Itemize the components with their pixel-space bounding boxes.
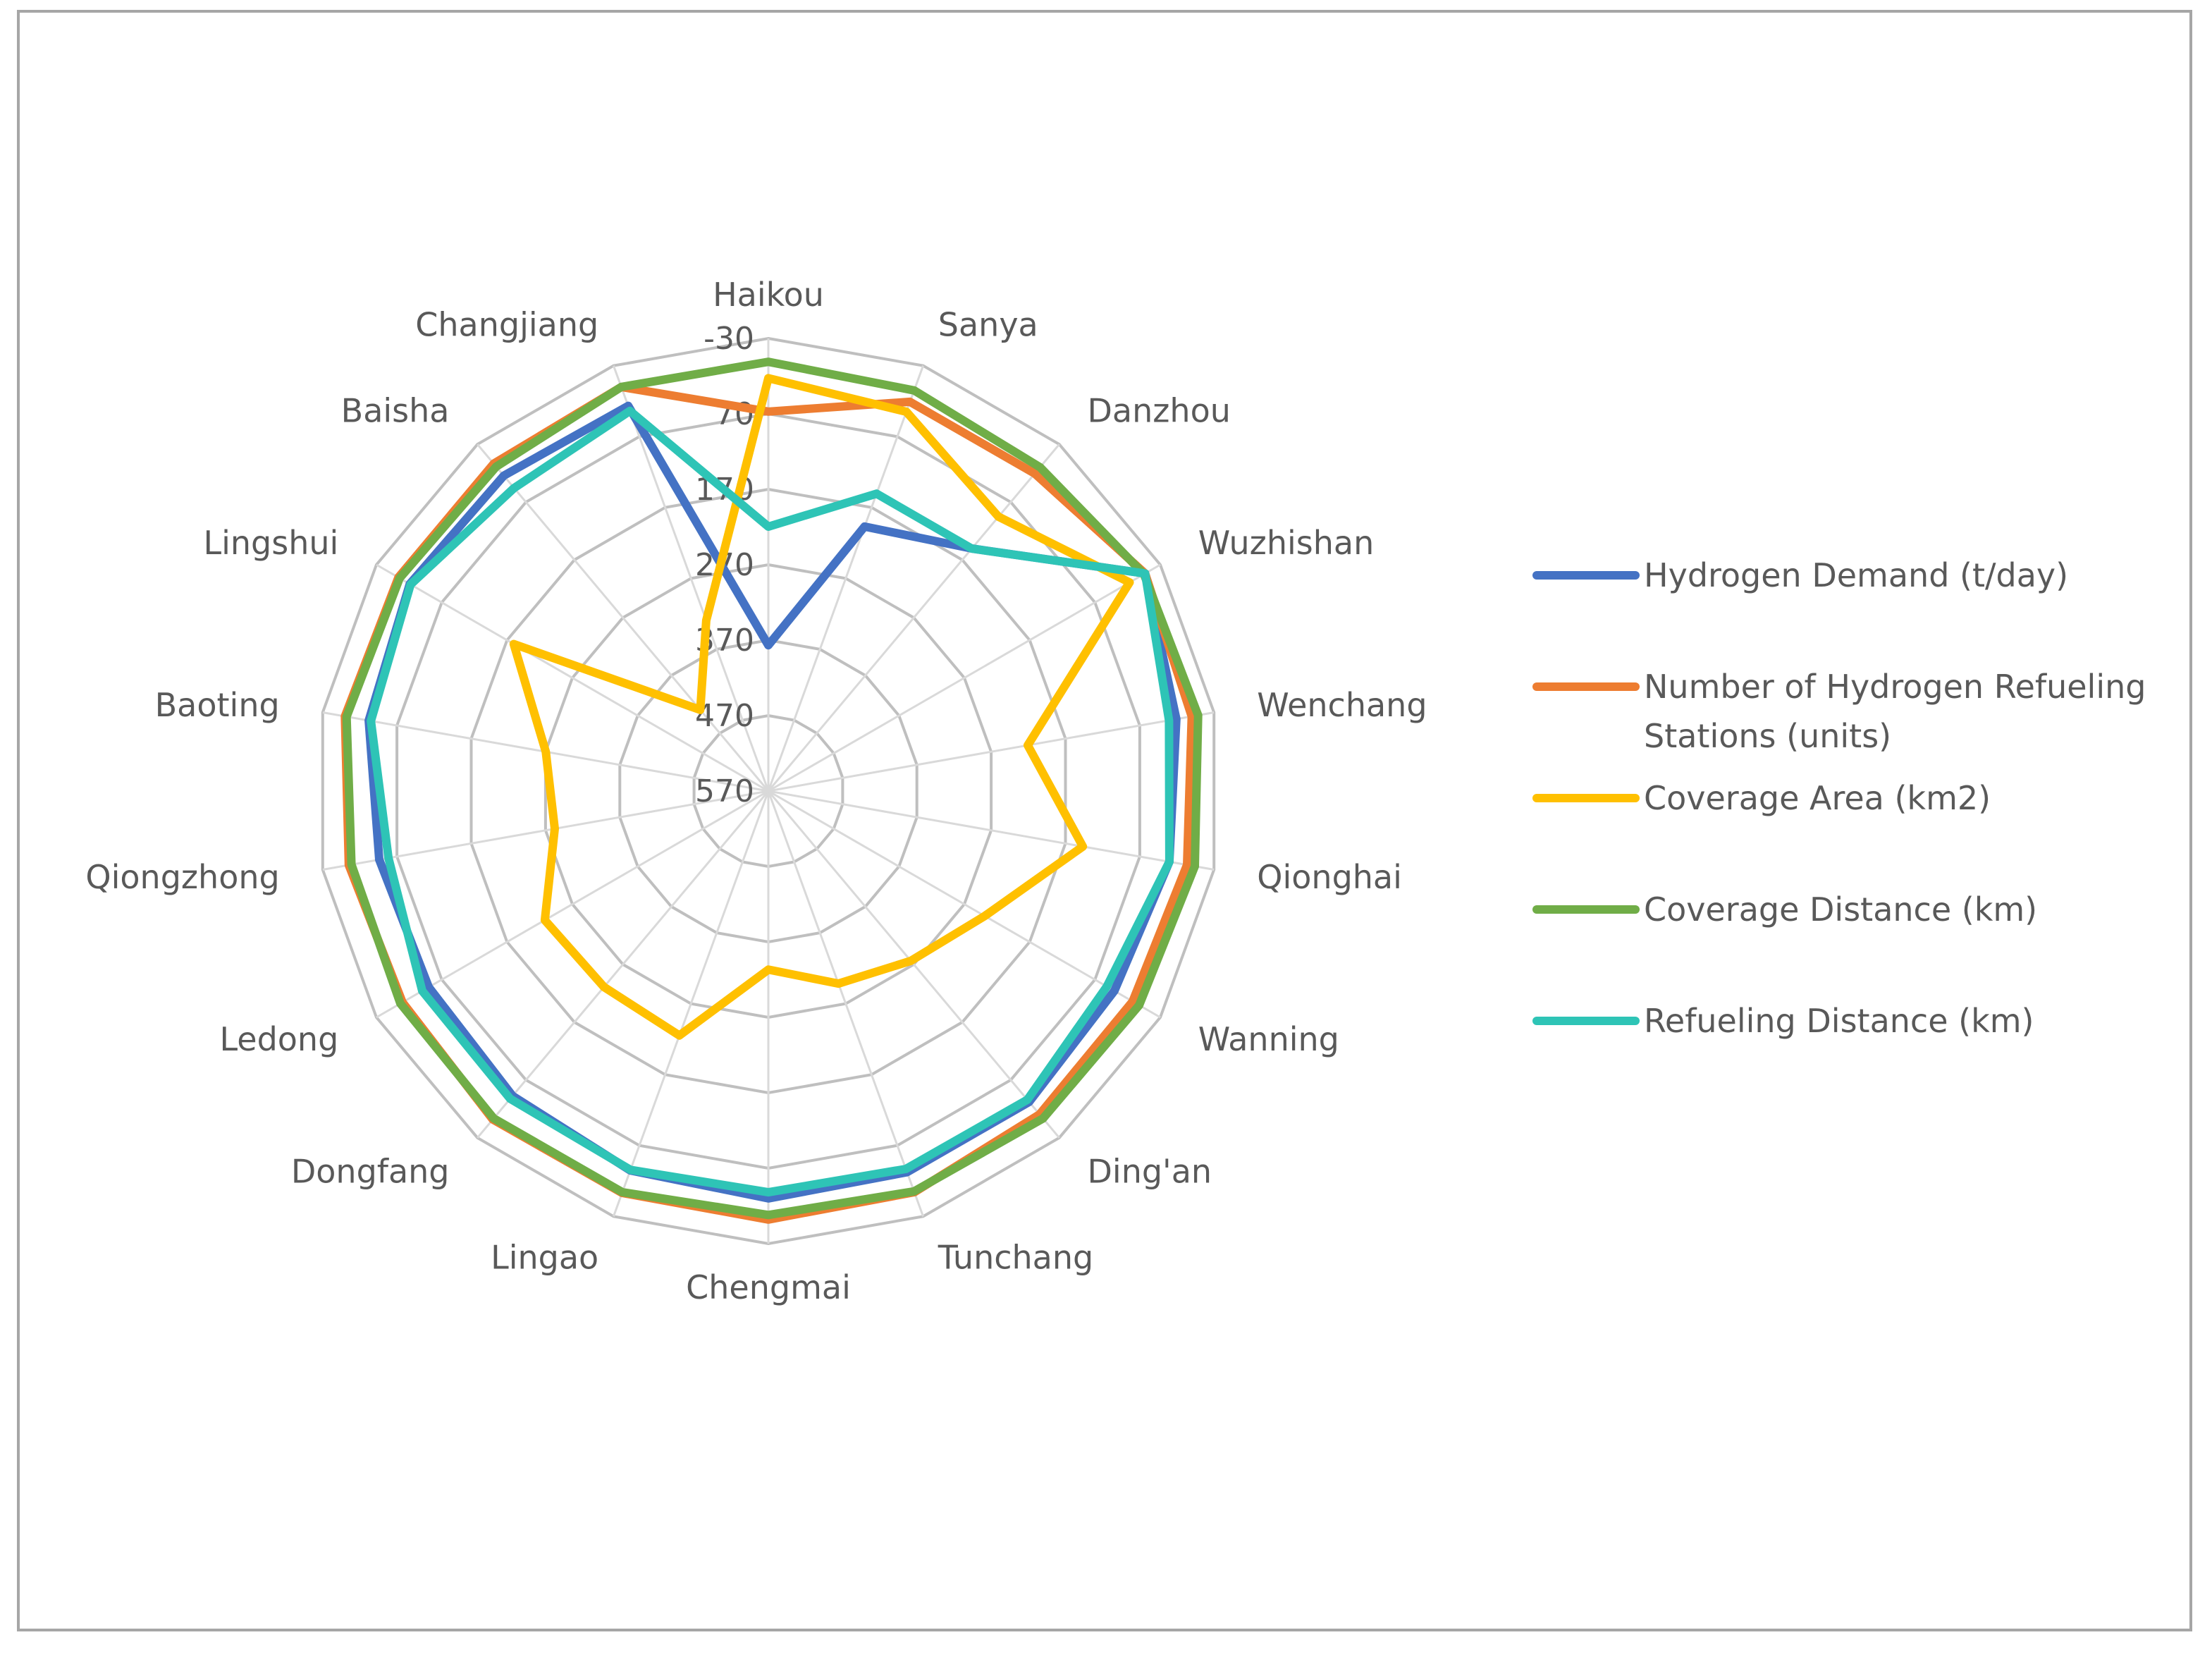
category-label: Baoting (155, 686, 280, 724)
category-label: Danzhou (1088, 392, 1231, 430)
category-label: Sanya (938, 306, 1038, 344)
grid-spoke (477, 443, 770, 792)
radar-grid (321, 336, 1216, 1246)
grid-spoke (768, 790, 1215, 871)
grid-spoke (768, 563, 1161, 792)
grid-spoke (322, 790, 769, 871)
grid-spoke (768, 790, 1161, 1019)
category-labels: Haikou Sanya Danzhou Wuzhishan Wenchang Qiong… (85, 276, 1427, 1306)
legend-entry: Coverage Area (km2) (1644, 779, 1991, 817)
series-line (509, 374, 1134, 1040)
grid-spoke (477, 790, 770, 1139)
grid-spoke (767, 443, 1060, 792)
legend: Hydrogen Demand (t/day) Number of Hydroge… (1532, 556, 2146, 1040)
grid-spoke (767, 790, 925, 1217)
category-label: Lingshui (203, 524, 338, 562)
legend-entry: Hydrogen Demand (t/day) (1644, 556, 2068, 594)
legend-line: Stations (units) (1644, 717, 1891, 755)
grid-spoke (767, 790, 1060, 1139)
legend-line: Number of Hydrogen Refueling (1644, 668, 2146, 706)
grid-spoke (767, 365, 925, 792)
radial-tick-label: 570 (695, 773, 754, 809)
category-label: Baisha (341, 392, 450, 430)
category-label: Ledong (219, 1020, 338, 1058)
series-lines (340, 357, 1203, 1224)
grid-spoke (612, 365, 770, 792)
category-label: Qionghai (1257, 858, 1402, 896)
category-label: Wanning (1198, 1020, 1339, 1058)
category-label: Haikou (713, 276, 824, 314)
series-line (367, 406, 1174, 1197)
category-label: Tunchang (938, 1239, 1093, 1277)
radial-tick-label: -30 (703, 321, 754, 357)
legend-entry: Coverage Distance (km) (1644, 890, 2037, 929)
grid-spoke (768, 711, 1215, 792)
category-label: Wenchang (1257, 686, 1427, 724)
category-label: Lingao (491, 1239, 598, 1277)
legend-entry: Number of Hydrogen Refueling Stations (un… (1644, 668, 2146, 755)
category-label: Dongfang (291, 1152, 450, 1190)
radial-tick-label: 470 (695, 698, 754, 734)
category-label: Chengmai (686, 1268, 851, 1306)
legend-entry: Refueling Distance (km) (1644, 1002, 2034, 1040)
category-label: Qiongzhong (85, 858, 279, 896)
grid-spoke (376, 563, 769, 792)
grid-spoke (612, 790, 770, 1217)
category-label: Changjiang (415, 306, 598, 344)
category-label: Wuzhishan (1198, 524, 1375, 562)
grid-spoke (376, 790, 769, 1019)
category-label: Ding'an (1088, 1152, 1212, 1190)
